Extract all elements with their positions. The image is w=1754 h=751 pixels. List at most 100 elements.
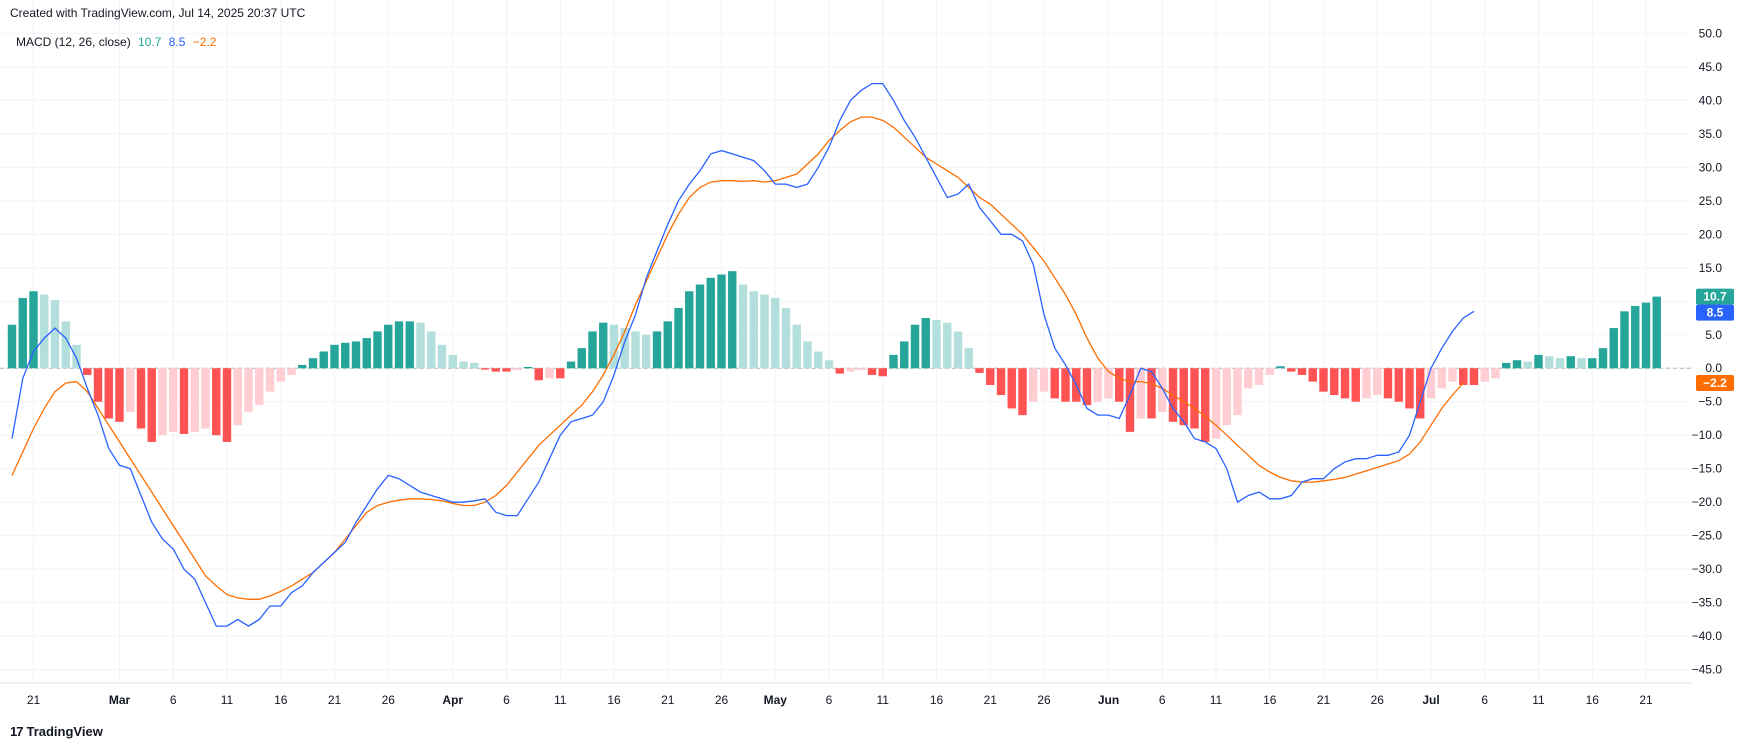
histogram-bar [674,307,683,369]
histogram-bar [459,361,468,369]
histogram-bar [437,344,447,369]
value-badges: 10.7 8.5 −2.2 [1696,288,1734,391]
histogram-bar [1201,368,1210,442]
histogram-bar [685,291,694,369]
x-tick-label: 11 [221,693,234,707]
histogram-bar [362,338,371,369]
histogram-bar [1319,368,1328,392]
histogram-bar [1459,368,1468,385]
histogram-bar [932,320,941,369]
histogram-bar [29,291,38,369]
x-tick-label: Jul [1422,693,1439,707]
histogram-bar [40,294,49,369]
histogram-bar [631,331,640,369]
x-tick-label: 26 [382,693,396,707]
histogram-bar [599,322,608,369]
x-tick-label: 16 [930,693,944,707]
histogram-bar [1244,368,1253,389]
x-tick-label: 26 [1371,693,1385,707]
histogram-bar [169,368,178,432]
histogram-bar [889,354,898,369]
histogram-bar [93,368,103,402]
signal-line [11,116,1464,600]
histogram-bar [771,297,780,369]
histogram-bar [706,277,715,369]
histogram-bar [255,368,264,406]
histogram-bar [1158,368,1167,412]
histogram-bar [1050,368,1059,399]
x-tick-label: 6 [1481,693,1488,707]
histogram-bar [373,331,382,369]
y-tick-label: −10.0 [1692,428,1723,442]
histogram-bar [1545,356,1554,369]
histogram-bar [1340,368,1350,399]
x-tick-label: 11 [1210,693,1223,707]
histogram-bar [104,368,113,419]
histogram-bar [1502,362,1511,369]
histogram-bar [577,348,586,369]
y-tick-label: 20.0 [1699,227,1723,241]
histogram-bar [1491,368,1500,379]
histogram-bar [803,341,812,369]
macd-value-badge-text: 8.5 [1707,306,1724,320]
histogram-bar [652,331,662,369]
histogram-bar [201,368,210,429]
x-tick-label: 21 [984,693,998,707]
y-tick-label: 40.0 [1699,93,1723,107]
histogram-bar [1523,361,1532,369]
histogram-bar [1577,358,1586,369]
x-axis[interactable]: 21 Mar 6 11 16 21 26 Apr 6 11 16 21 26 May 6 11 16 21 26 Ju… [27,693,1653,707]
x-tick-label: 16 [1586,693,1600,707]
histogram-bar [61,321,70,369]
histogram-bar [394,321,404,369]
x-tick-label: Mar [109,693,131,707]
histogram-bar [738,284,748,369]
histogram-bar [1351,368,1360,402]
histogram-bar [416,322,425,369]
histogram-bar [556,368,565,379]
x-tick-label: 11 [1532,693,1545,707]
histogram-bar [1469,368,1479,385]
x-tick-label: 21 [27,693,41,707]
histogram-bar [1566,356,1575,369]
histogram-bar [1448,368,1457,382]
y-tick-label: −30.0 [1692,562,1723,576]
histogram-bar [910,324,920,369]
histogram-bar [287,368,296,375]
histogram-bar [749,291,758,369]
y-axis[interactable]: 50.045.040.035.030.025.020.015.010.05.00… [1692,26,1723,676]
histogram-bar [179,368,189,434]
histogram-bar [824,360,834,369]
histogram-bar [996,368,1006,396]
tradingview-logo-icon: 17 [10,724,24,739]
histogram-bar [513,368,522,371]
histogram-bar [190,368,199,432]
histogram-bar [781,307,791,369]
histogram-bar [1588,358,1597,369]
x-tick-label: 6 [170,693,177,707]
histogram-bar [1373,368,1382,396]
y-tick-label: −25.0 [1692,529,1723,543]
signal-value-badge-text: −2.2 [1703,376,1727,390]
histogram-bar [50,299,60,369]
histogram-bar [1039,368,1049,392]
y-tick-label: −15.0 [1692,462,1723,476]
histogram-bar [1147,368,1156,419]
signal-value-badge [1696,374,1734,391]
indicator-legend[interactable]: MACD (12, 26, close) 10.7 8.5 −2.2 [16,35,220,49]
x-tick-label: 21 [661,693,675,707]
histogram-bar [147,368,156,442]
histogram-bar [975,368,984,373]
histogram-bar [341,342,350,369]
histogram-bar [448,354,457,369]
x-tick-label: 26 [1037,693,1051,707]
signal-value: −2.2 [192,35,217,49]
histogram-bar [620,328,629,369]
histogram-bar [265,368,275,392]
tradingview-brand[interactable]: 17 TradingView [10,724,103,739]
x-tick-label: May [764,693,788,707]
histogram-bar [717,274,726,369]
histogram-value-badge-text: 10.7 [1703,290,1727,304]
histogram-bar [1652,296,1661,369]
